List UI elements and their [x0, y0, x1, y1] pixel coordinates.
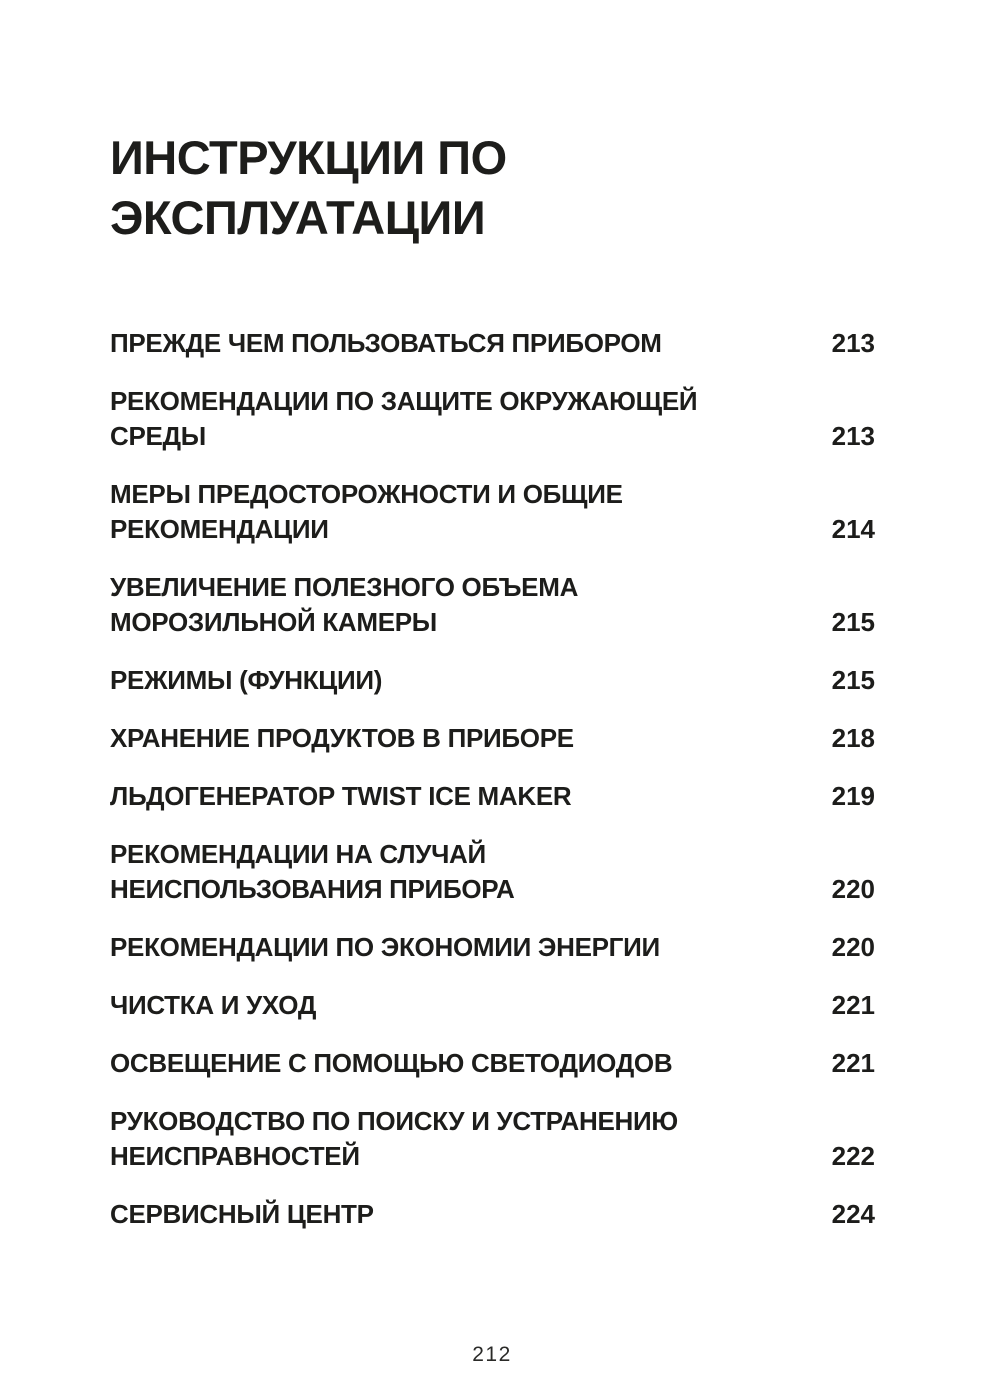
- toc-entry: РУКОВОДСТВО ПО ПОИСКУ И УСТРАНЕНИЮ НЕИСП…: [110, 1104, 875, 1174]
- toc-entry: ПРЕЖДЕ ЧЕМ ПОЛЬЗОВАТЬСЯ ПРИБОРОМ 213: [110, 326, 875, 361]
- toc-entry-label: РЕКОМЕНДАЦИИ НА СЛУЧАЙ НЕИСПОЛЬЗОВАНИЯ П…: [110, 839, 515, 904]
- toc-entry-label: ОСВЕЩЕНИЕ С ПОМОЩЬЮ СВЕТОДИОДОВ: [110, 1048, 673, 1078]
- footer-page-number: 212: [472, 1343, 512, 1366]
- toc-entry-label: РЕКОМЕНДАЦИИ ПО ЗАЩИТЕ ОКРУЖАЮЩЕЙ СРЕДЫ: [110, 386, 698, 451]
- toc-entry: РЕКОМЕНДАЦИИ НА СЛУЧАЙ НЕИСПОЛЬЗОВАНИЯ П…: [110, 837, 875, 907]
- toc-entry-label: ЛЬДОГЕНЕРАТОР TWIST ICE MAKER: [110, 781, 572, 811]
- toc-entry-label: РЕЖИМЫ (ФУНКЦИИ): [110, 665, 383, 695]
- toc-entry-page: 213: [831, 421, 875, 451]
- table-of-contents: ПРЕЖДЕ ЧЕМ ПОЛЬЗОВАТЬСЯ ПРИБОРОМ 213 РЕК…: [110, 326, 875, 1232]
- toc-entry-label: УВЕЛИЧЕНИЕ ПОЛЕЗНОГО ОБЪЕМА МОРОЗИЛЬНОЙ …: [110, 572, 579, 637]
- toc-entry: ЛЬДОГЕНЕРАТОР TWIST ICE MAKER 219: [110, 779, 875, 814]
- page-title: ИНСТРУКЦИИ ПО ЭКСПЛУАТАЦИИ: [110, 131, 507, 244]
- toc-entry-page: 215: [831, 607, 875, 637]
- toc-entry: ХРАНЕНИЕ ПРОДУКТОВ В ПРИБОРЕ 218: [110, 721, 875, 756]
- toc-entry-label: ЧИСТКА И УХОД: [110, 990, 317, 1020]
- toc-entry: РЕКОМЕНДАЦИИ ПО ЭКОНОМИИ ЭНЕРГИИ 220: [110, 930, 875, 965]
- toc-entry-page: 219: [831, 781, 875, 811]
- toc-entry-label: РЕКОМЕНДАЦИИ ПО ЭКОНОМИИ ЭНЕРГИИ: [110, 932, 660, 962]
- toc-entry: МЕРЫ ПРЕДОСТОРОЖНОСТИ И ОБЩИЕ РЕКОМЕНДАЦ…: [110, 477, 875, 547]
- toc-entry-label: МЕРЫ ПРЕДОСТОРОЖНОСТИ И ОБЩИЕ РЕКОМЕНДАЦ…: [110, 479, 623, 544]
- toc-entry: СЕРВИСНЫЙ ЦЕНТР 224: [110, 1197, 875, 1232]
- toc-entry-label: РУКОВОДСТВО ПО ПОИСКУ И УСТРАНЕНИЮ НЕИСП…: [110, 1106, 678, 1171]
- toc-entry-page: 213: [831, 328, 875, 358]
- toc-entry-label: ХРАНЕНИЕ ПРОДУКТОВ В ПРИБОРЕ: [110, 723, 574, 753]
- toc-entry-page: 215: [831, 665, 875, 695]
- toc-entry-page: 221: [831, 990, 875, 1020]
- toc-entry-page: 224: [831, 1199, 875, 1229]
- toc-entry-page: 222: [831, 1141, 875, 1171]
- toc-entry: ЧИСТКА И УХОД 221: [110, 988, 875, 1023]
- toc-entry: ОСВЕЩЕНИЕ С ПОМОЩЬЮ СВЕТОДИОДОВ 221: [110, 1046, 875, 1081]
- toc-entry-page: 220: [831, 874, 875, 904]
- toc-entry-page: 221: [831, 1048, 875, 1078]
- toc-entry: РЕКОМЕНДАЦИИ ПО ЗАЩИТЕ ОКРУЖАЮЩЕЙ СРЕДЫ …: [110, 384, 875, 454]
- toc-entry: РЕЖИМЫ (ФУНКЦИИ) 215: [110, 663, 875, 698]
- toc-entry-page: 218: [831, 723, 875, 753]
- toc-entry-label: СЕРВИСНЫЙ ЦЕНТР: [110, 1199, 374, 1229]
- toc-entry: УВЕЛИЧЕНИЕ ПОЛЕЗНОГО ОБЪЕМА МОРОЗИЛЬНОЙ …: [110, 570, 875, 640]
- toc-entry-page: 220: [831, 932, 875, 962]
- toc-entry-label: ПРЕЖДЕ ЧЕМ ПОЛЬЗОВАТЬСЯ ПРИБОРОМ: [110, 328, 662, 358]
- toc-entry-page: 214: [831, 514, 875, 544]
